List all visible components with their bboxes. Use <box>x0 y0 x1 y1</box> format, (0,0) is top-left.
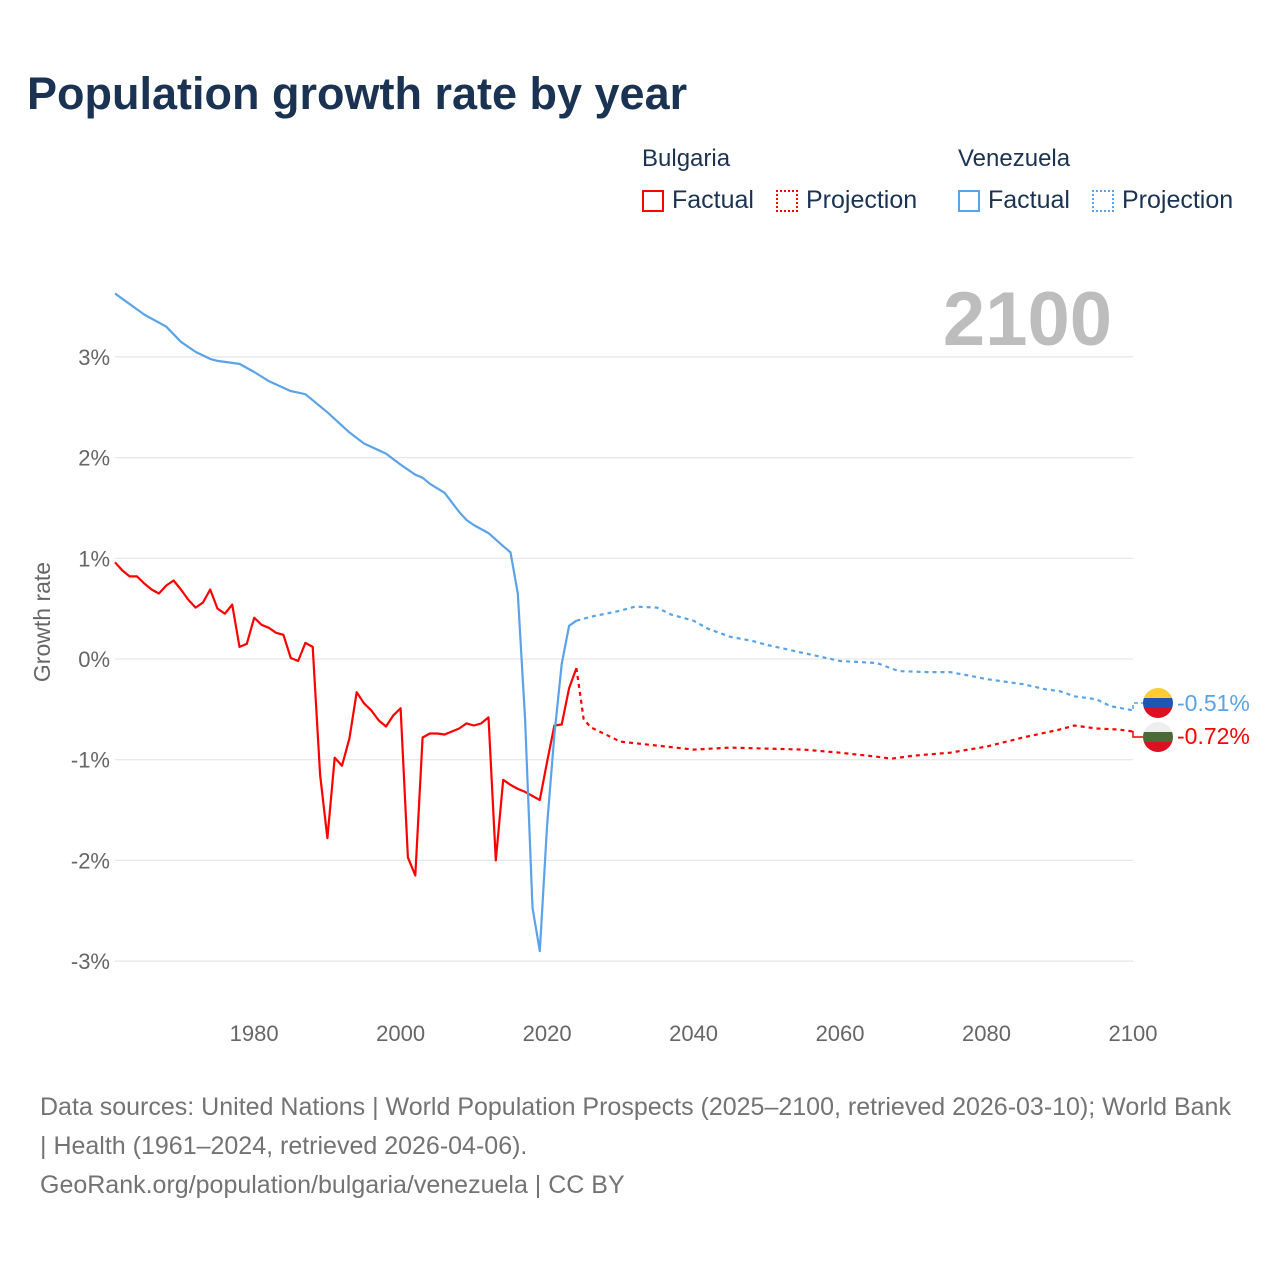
bulgaria-end-value: -0.72% <box>1177 723 1250 749</box>
data-sources: Data sources: United Nations | World Pop… <box>40 1093 1231 1160</box>
legend-bulgaria-factual[interactable]: Factual <box>642 186 754 215</box>
y-tick-label: 1% <box>78 546 110 571</box>
venezuela-connector <box>1132 702 1143 709</box>
y-tick-label: 0% <box>78 647 110 672</box>
series-line-bulgaria-factual <box>114 561 578 877</box>
venezuela-flag-icon <box>1143 688 1173 718</box>
source-link[interactable]: GeoRank.org/population/bulgaria/venezuel… <box>40 1171 625 1199</box>
x-tick-label: 2020 <box>523 1021 572 1046</box>
footer: Data sources: United Nations | World Pop… <box>40 1088 1240 1205</box>
x-tick-label: 1980 <box>230 1021 279 1046</box>
x-tick-label: 2060 <box>816 1021 865 1046</box>
x-tick-label: 2080 <box>962 1021 1011 1046</box>
x-tick-label: 2100 <box>1109 1021 1158 1046</box>
y-tick-label: 2% <box>78 446 110 471</box>
y-tick-label: -3% <box>71 949 110 974</box>
legend-venezuela-projection[interactable]: Projection <box>1092 186 1233 215</box>
legend-group-bulgaria: Bulgaria <box>642 145 731 172</box>
legend-label: Factual <box>672 186 754 214</box>
bulgaria-connector <box>1132 731 1143 738</box>
y-tick-label: 3% <box>78 345 110 370</box>
series-line-venezuela-projection <box>576 605 1134 712</box>
legend-label: Projection <box>1122 186 1234 214</box>
legend-bulgaria-projection[interactable]: Projection <box>776 186 917 215</box>
legend-swatch-solid-icon <box>958 189 980 212</box>
year-label: 2100 <box>942 277 1112 362</box>
bulgaria-flag-icon <box>1143 722 1173 752</box>
y-tick-label: -1% <box>71 748 110 773</box>
legend-swatch-dotted-icon <box>776 189 798 212</box>
series-line-bulgaria-projection <box>575 667 1134 760</box>
x-tick-label: 2040 <box>669 1021 718 1046</box>
legend-venezuela-factual[interactable]: Factual <box>958 186 1070 215</box>
legend-label: Factual <box>988 186 1070 214</box>
legend-group-venezuela: Venezuela <box>958 145 1071 172</box>
legend-swatch-dotted-icon <box>1092 189 1114 212</box>
x-tick-label: 2000 <box>376 1021 425 1046</box>
chart-title: Population growth rate by year <box>27 68 688 119</box>
y-axis-label: Growth rate <box>29 562 55 682</box>
y-tick-label: -2% <box>71 848 110 873</box>
series-line-venezuela-factual <box>114 292 578 953</box>
legend-label: Projection <box>806 186 918 214</box>
legend-swatch-solid-icon <box>642 189 664 212</box>
venezuela-end-value: -0.51% <box>1177 690 1250 716</box>
